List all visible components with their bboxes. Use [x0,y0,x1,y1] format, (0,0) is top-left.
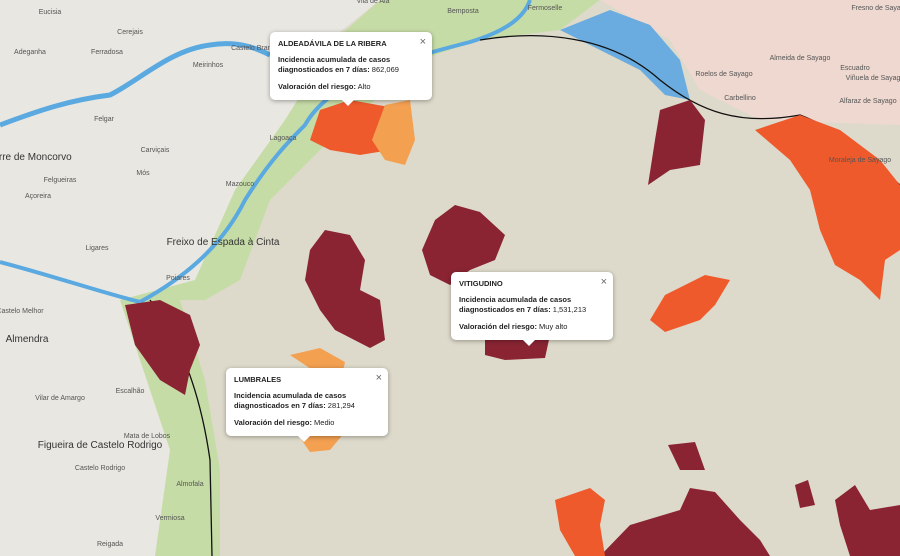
popup: × VITIGUDINO Incidencia acumulada de casos… [451,272,613,346]
zone-very-high [125,300,200,395]
pink-area [600,0,900,125]
zone-very-high [600,488,770,556]
place-label: Carbellino [724,95,756,102]
incidence-label: Incidencia acumulada de casos diagnostic… [459,294,572,314]
place-label: Vilar de Amargo [35,395,85,402]
popup-title: LUMBRALES [234,375,282,384]
risk: Valoración del riesgo: Alto [278,82,424,92]
place-label: Moraleja de Sayago [829,157,891,164]
place-label: Escalhão [116,388,145,395]
popup: × ALDEADÁVILA DE LA RIBERA Incidencia acum… [270,32,432,106]
close-button[interactable]: × [600,276,607,288]
place-label: Almofala [176,481,203,488]
risk: Valoración del riesgo: Muy alto [459,322,605,332]
place-label: Felgar [94,116,115,123]
zone-high [555,488,605,556]
place-label: Ferradosa [91,49,123,56]
risk: Valoración del riesgo: Medio [234,418,380,428]
incidence: Incidencia acumulada de casos diagnostic… [459,295,605,315]
close-button[interactable]: × [375,372,382,384]
risk-label: Valoración del riesgo: [234,418,312,428]
place-label: Fermoselle [528,5,563,12]
zone-very-high [305,230,385,348]
incidence-value: 862,069 [371,64,399,74]
reservoir-left [0,41,272,128]
place-label: Vila de Ala [357,0,390,5]
zone-very-high [668,442,705,470]
place-label: Escuadro [840,65,870,72]
place-label: Torre de Moncorvo [0,152,72,163]
place-label: Lagoaça [270,135,297,142]
place-label: Castelo Rodrigo [75,465,125,472]
place-label: Viñuela de Sayago [846,75,900,82]
close-button[interactable]: × [419,36,426,48]
place-label: Ligares [86,245,109,252]
zone-very-high [795,480,815,508]
zone-high [650,275,730,332]
risk-value: Alto [357,82,371,92]
popup: × LUMBRALES Incidencia acumulada de casos … [226,368,388,442]
place-label: Açoreira [25,193,51,200]
place-label: Carviçais [141,147,170,154]
place-label: Mós [136,170,150,177]
place-label: Adeganha [14,49,46,56]
zone-high [755,115,900,300]
popup-title: VITIGUDINO [459,279,503,288]
risk-value: Medio [314,418,335,428]
risk-label: Valoración del riesgo: [459,322,537,332]
place-label: Cerejais [117,29,143,36]
place-label: Bemposta [447,8,479,15]
incidence-label: Incidencia acumulada de casos diagnostic… [234,390,347,410]
risk-value: Muy alto [539,322,568,332]
risk-label: Valoración del riesgo: [278,82,356,92]
place-label: Meirinhos [193,62,224,69]
place-label: Freixo de Espada à Cinta [167,237,280,248]
place-label: Mazouco [226,181,255,188]
place-label: Poiares [166,275,190,282]
incidence: Incidencia acumulada de casos diagnostic… [234,391,380,411]
river [0,0,532,304]
incidence: Incidencia acumulada de casos diagnostic… [278,55,424,75]
place-label: Eucisia [39,9,62,16]
zone-very-high [422,205,505,285]
place-label: Alfaraz de Sayago [839,98,896,105]
place-label: Mata de Lobos [124,433,171,440]
place-label: Vermiosa [155,515,184,522]
place-label: Felgueiras [44,177,77,184]
place-label: Reigada [97,541,123,548]
popup-title: ALDEADÁVILA DE LA RIBERA [278,39,387,48]
incidence-label: Incidencia acumulada de casos diagnostic… [278,54,391,74]
place-label: Fresno de Sayago [851,5,900,12]
incidence-value: 281,294 [327,400,355,410]
place-label: Roelos de Sayago [695,71,752,78]
place-label: Almendra [6,334,49,345]
place-label: Figueira de Castelo Rodrigo [38,440,163,451]
zone-very-high [835,485,900,556]
place-label: Almeida de Sayago [770,55,831,62]
incidence-value: 1,531,213 [552,304,587,314]
zone-very-high [648,100,705,185]
place-label: Castelo Melhor [0,308,44,315]
place-label: Castelo Branco [231,45,279,52]
zone-medium [372,100,415,165]
